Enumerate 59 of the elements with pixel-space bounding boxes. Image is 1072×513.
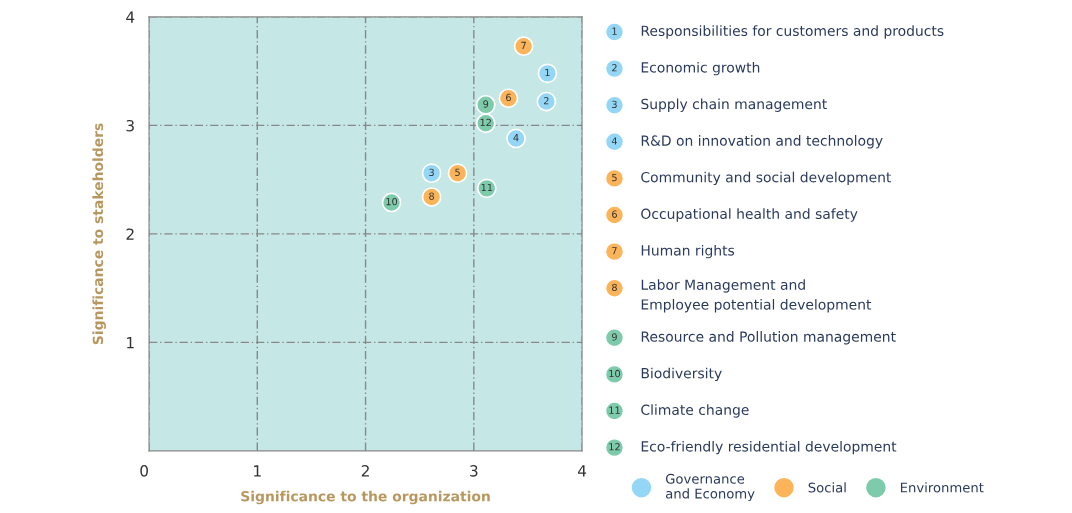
text: Responsibilities for customers and products — [641, 25, 944, 39]
text: Supply chain management — [641, 98, 827, 112]
y-tick-label: 2 — [126, 228, 134, 240]
legend-label: Environment — [900, 482, 984, 493]
y-tick-label: 4 — [126, 11, 135, 23]
text: Human rights — [641, 244, 735, 259]
point — [506, 128, 526, 149]
annotation: 11 — [481, 183, 493, 192]
text: 3 — [612, 100, 617, 109]
point — [536, 91, 557, 112]
x-tick-label: 3 — [470, 465, 478, 477]
text: R&D on innovation and technology — [641, 135, 883, 149]
annotation: 1 — [545, 68, 550, 77]
y-axis-title: Significance to stakeholders — [92, 123, 106, 345]
annotation: 7 — [521, 41, 526, 49]
point — [421, 187, 442, 207]
text: 4 — [611, 137, 618, 145]
text: 6 — [612, 210, 617, 218]
text: 11 — [609, 406, 620, 414]
text: 8 — [612, 283, 617, 292]
point — [498, 88, 519, 109]
point — [447, 163, 468, 184]
point — [421, 163, 442, 184]
text: 12 — [609, 443, 620, 451]
x-tick-label: 1 — [254, 465, 261, 477]
text: Climate change — [641, 404, 749, 418]
text: Labor Management and Employee potential development — [641, 279, 872, 313]
annotation: 8 — [429, 192, 435, 200]
annotation: 5 — [455, 168, 460, 176]
annotation: 12 — [480, 118, 491, 126]
legend-label: Governance and Economy — [665, 473, 755, 502]
point — [475, 94, 496, 115]
legend-label: Social — [808, 482, 846, 493]
x-tick-label: 0 — [140, 465, 148, 477]
x-axis-title: Significance to the organization — [241, 490, 490, 505]
annotation: 3 — [429, 168, 434, 176]
text: Eco-friendly residential development — [641, 440, 897, 455]
annotation: 9 — [483, 100, 489, 108]
text: 9 — [611, 333, 617, 341]
annotation: 2 — [543, 97, 549, 105]
annotation: 10 — [386, 197, 398, 206]
point — [537, 63, 558, 84]
text: Occupational health and safety — [641, 208, 858, 222]
text: Biodiversity — [641, 367, 722, 382]
annotation: 4 — [513, 134, 519, 142]
y-tick-label: 3 — [126, 119, 134, 132]
text: 7 — [612, 247, 617, 255]
x-tick-label: 4 — [577, 465, 587, 477]
annotation: 6 — [506, 93, 511, 102]
text: 1 — [612, 27, 617, 35]
text: 2 — [612, 64, 617, 72]
text: 5 — [612, 173, 617, 182]
x-tick-label: 2 — [361, 465, 369, 477]
point — [513, 36, 534, 57]
text: Resource and Pollution management — [641, 331, 896, 345]
text: Community and social development — [641, 171, 892, 186]
text: Economic growth — [641, 61, 760, 76]
text: 10 — [609, 369, 621, 378]
y-tick-label: 1 — [127, 337, 134, 349]
